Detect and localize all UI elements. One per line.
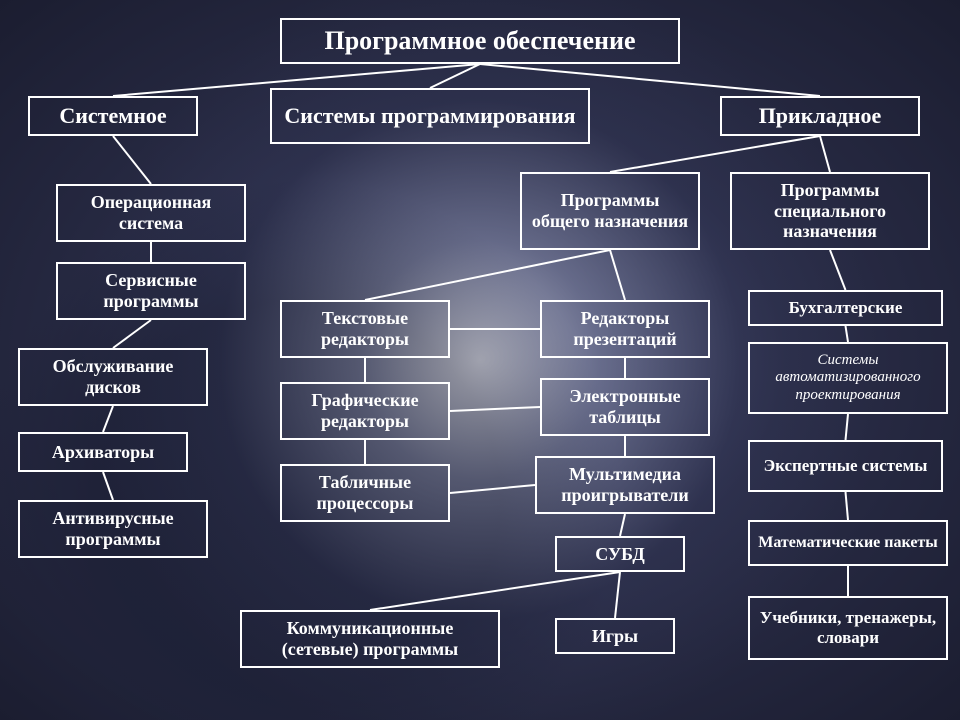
edge-cad-expert bbox=[846, 414, 849, 440]
node-root: Программное обеспечение bbox=[280, 18, 680, 64]
edge-applied-special bbox=[820, 136, 830, 172]
node-tabproc: Табличные процессоры bbox=[280, 464, 450, 522]
edge-applied-general bbox=[610, 136, 820, 172]
node-texted: Текстовые редакторы bbox=[280, 300, 450, 358]
node-special: Программы специального назначения bbox=[730, 172, 930, 250]
diagram-stage: Программное обеспечение Системное Системы … bbox=[0, 0, 960, 720]
edge-diskmaint-arch bbox=[103, 406, 113, 432]
node-mmplay: Мультимедиа проигрыватели bbox=[535, 456, 715, 514]
edge-subd-comm bbox=[370, 572, 620, 610]
node-books: Учебники, тренажеры, словари bbox=[748, 596, 948, 660]
node-etable: Электронные таблицы bbox=[540, 378, 710, 436]
node-games: Игры bbox=[555, 618, 675, 654]
node-os: Операционная система bbox=[56, 184, 246, 242]
node-math: Математические пакеты bbox=[748, 520, 948, 566]
edge-service-diskmaint bbox=[113, 320, 151, 348]
edge-acct-cad bbox=[846, 326, 849, 342]
edge-subd-games bbox=[615, 572, 620, 618]
edge-tabproc-mmplay bbox=[450, 485, 535, 493]
edge-mmplay-subd bbox=[620, 514, 625, 536]
node-general: Программы общего назначения bbox=[520, 172, 700, 250]
node-acct: Бухгалтерские bbox=[748, 290, 943, 326]
edge-arch-antivir bbox=[103, 472, 113, 500]
node-cad: Системы автоматизированного проектирован… bbox=[748, 342, 948, 414]
edge-expert-math bbox=[846, 492, 849, 520]
node-progsys: Системы программирования bbox=[270, 88, 590, 144]
edge-general-texted bbox=[365, 250, 610, 300]
node-service: Сервисные программы bbox=[56, 262, 246, 320]
node-expert: Экспертные системы bbox=[748, 440, 943, 492]
edge-sys-os bbox=[113, 136, 151, 184]
node-presed: Редакторы презентаций bbox=[540, 300, 710, 358]
node-antivir: Антивирусные программы bbox=[18, 500, 208, 558]
edge-root-progsys bbox=[430, 64, 480, 88]
edge-special-acct bbox=[830, 250, 846, 290]
node-comm: Коммуникационные (сетевые) программы bbox=[240, 610, 500, 668]
node-applied: Прикладное bbox=[720, 96, 920, 136]
node-grafed: Графические редакторы bbox=[280, 382, 450, 440]
node-subd: СУБД bbox=[555, 536, 685, 572]
node-sys: Системное bbox=[28, 96, 198, 136]
edge-general-presed bbox=[610, 250, 625, 300]
edge-grafed-etable bbox=[450, 407, 540, 411]
node-arch: Архиваторы bbox=[18, 432, 188, 472]
node-diskmaint: Обслуживание дисков bbox=[18, 348, 208, 406]
